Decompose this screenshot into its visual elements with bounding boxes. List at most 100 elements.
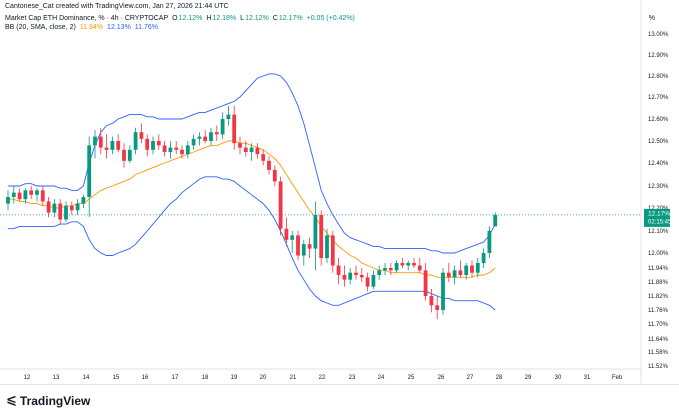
current-price-tag-value: 12.17%: [648, 210, 670, 217]
candle: [52, 199, 57, 218]
price-tick-label: 12.00%: [648, 251, 669, 257]
candle: [104, 134, 109, 159]
price-tick-label: 11.82%: [648, 294, 669, 300]
candle: [446, 263, 451, 282]
time-tick-label: 31: [584, 375, 591, 381]
candle: [365, 272, 370, 292]
price-tick-label: 11.88%: [648, 280, 669, 286]
candle: [313, 201, 318, 271]
candle: [145, 134, 150, 157]
candle: [232, 105, 237, 150]
candle: [203, 130, 208, 144]
price-tick-label: 11.64%: [648, 337, 669, 343]
candle: [452, 265, 457, 285]
candle: [359, 268, 364, 282]
candle: [435, 296, 440, 320]
candle: [46, 197, 51, 218]
candle: [23, 188, 28, 204]
time-tick-label: 12: [24, 375, 31, 381]
candle: [325, 228, 329, 263]
candle: [197, 132, 202, 146]
candle: [429, 289, 434, 313]
open-value: 12.12%: [178, 15, 203, 22]
candle: [6, 190, 10, 211]
tradingview-logo[interactable]: ⩽ TradingView: [6, 393, 90, 408]
price-tick-label: 12.90%: [648, 53, 669, 59]
candle: [220, 112, 225, 139]
candle: [238, 136, 242, 155]
candle: [139, 123, 144, 144]
tradingview-logo-icon: ⩽: [6, 393, 17, 408]
candle: [481, 248, 486, 268]
candle: [226, 105, 231, 126]
time-tick-label: 19: [231, 375, 238, 381]
price-tick-label: 11.58%: [648, 350, 669, 356]
close-value: 12.17%: [278, 15, 303, 22]
indicator-legend[interactable]: BB (20, SMA, close, 2) 11.94% 12.13% 11.76%: [5, 24, 162, 31]
candle: [348, 268, 353, 285]
candle: [371, 270, 376, 289]
time-tick-label: 21: [290, 375, 297, 381]
time-tick-label: 13: [53, 375, 60, 381]
candle: [458, 260, 463, 278]
bb-label[interactable]: BB (20, SMA, close, 2): [5, 24, 76, 31]
symbol-title[interactable]: Market Cap ETH Dominance, % · 4h · CRYPT…: [5, 15, 169, 22]
price-axis[interactable]: 13.00% 12.90% 12.80% 12.70% 12.60% 12.50% 12.4…: [648, 32, 669, 370]
time-tick-label: Feb: [612, 375, 623, 381]
time-tick-label: 29: [525, 375, 532, 381]
candle: [116, 134, 121, 152]
candle: [284, 217, 289, 247]
candle: [191, 134, 196, 150]
time-tick-label: 20: [260, 375, 267, 381]
candle: [278, 176, 283, 236]
time-tick-label: 23: [349, 375, 356, 381]
symbol-legend[interactable]: Market Cap ETH Dominance, % · 4h · CRYPT…: [5, 15, 359, 22]
high-label: H: [206, 15, 212, 22]
price-tick-label: 12.10%: [648, 229, 669, 235]
candle: [151, 136, 155, 155]
candle: [127, 145, 132, 163]
candle: [255, 143, 260, 159]
time-tick-label: 25: [408, 375, 415, 381]
low-label: L: [240, 15, 245, 22]
price-tick-label: 12.30%: [648, 184, 669, 190]
price-tick-label: 12.40%: [648, 161, 669, 167]
candle: [17, 188, 22, 202]
candle: [162, 141, 167, 157]
price-tick-label: 11.70%: [648, 322, 669, 328]
price-chart[interactable]: 13.00% 12.90% 12.80% 12.70% 12.60% 12.50% 12.4…: [0, 0, 679, 384]
candle: [487, 226, 492, 258]
candle: [301, 239, 306, 266]
candle: [261, 149, 266, 166]
candle: [214, 125, 219, 141]
price-tick-label: 11.76%: [648, 308, 669, 314]
candle: [464, 263, 469, 280]
candle: [441, 268, 445, 315]
candle: [98, 127, 103, 155]
chart-caption: Cantonese_Cat created with TradingView.c…: [5, 3, 229, 10]
time-tick-label: 18: [202, 375, 209, 381]
candle: [417, 258, 422, 273]
price-tick-label: 11.94%: [648, 266, 669, 272]
candle: [406, 260, 411, 271]
time-axis[interactable]: 12 13 14 15 16 17 18 19 20 21 22 23 24 25 26 27 28 29 30 31…: [24, 375, 623, 381]
candle: [412, 258, 416, 268]
candle: [35, 188, 39, 202]
candle: [40, 186, 45, 206]
time-tick-label: 22: [319, 375, 326, 381]
candle: [267, 156, 271, 175]
candle: [93, 130, 97, 159]
candle: [336, 258, 341, 285]
time-tick-label: 14: [83, 375, 90, 381]
candle: [29, 186, 34, 200]
current-price-tag-countdown: 02:15:45: [648, 219, 672, 225]
time-tick-label: 17: [172, 375, 179, 381]
candle: [81, 194, 86, 208]
low-value: 12.12%: [245, 15, 269, 22]
candle: [394, 260, 399, 273]
tradingview-wordmark: TradingView: [19, 393, 91, 408]
candle: [69, 201, 74, 215]
candle: [475, 258, 480, 278]
candle: [377, 265, 382, 280]
price-tick-label: 12.50%: [648, 139, 669, 145]
